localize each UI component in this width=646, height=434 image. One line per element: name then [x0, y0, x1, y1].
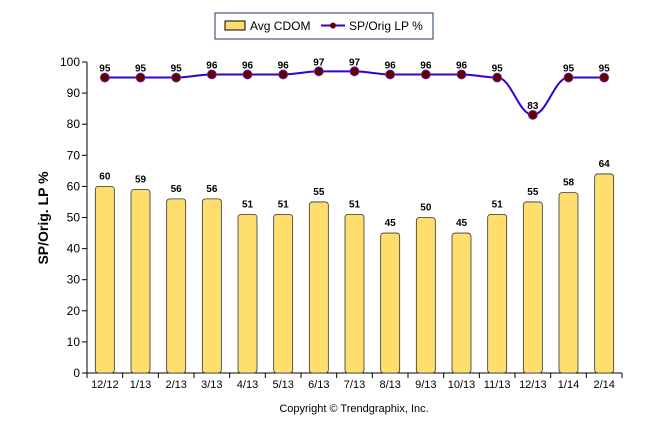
y-tick-label: 50: [67, 211, 81, 225]
bar: [201, 198, 222, 374]
bar: [558, 192, 579, 374]
bar: [344, 213, 365, 374]
bar-data-label: 55: [527, 187, 539, 198]
line-marker: [563, 72, 574, 83]
line-marker: [171, 72, 182, 83]
bar-data-label: 60: [99, 171, 111, 182]
bar-data-label: 51: [492, 199, 504, 210]
bar: [451, 232, 472, 374]
x-tick-label: 2/13: [165, 379, 186, 391]
bar: [94, 185, 115, 374]
bar-data-label: 51: [349, 199, 361, 210]
bar: [130, 189, 151, 374]
legend-marker: [330, 22, 336, 29]
x-tick-label: 12/13: [519, 379, 547, 391]
line-marker: [492, 72, 503, 83]
legend: Avg CDOM SP/Orig LP %: [214, 12, 434, 40]
legend-bar-swatch: [224, 20, 246, 31]
x-tick-label: 1/13: [130, 379, 151, 391]
x-tick-label: 10/13: [448, 379, 476, 391]
line-data-label: 96: [206, 60, 218, 71]
bar: [273, 213, 294, 374]
line-marker: [599, 72, 610, 83]
line-marker: [385, 69, 396, 80]
y-tick-label: 100: [60, 55, 80, 69]
bar: [415, 217, 436, 374]
line-data-label: 83: [527, 101, 539, 112]
line-marker: [527, 109, 538, 120]
y-tick-label: 60: [67, 179, 81, 193]
bar: [522, 201, 543, 374]
line-marker: [135, 72, 146, 83]
line-marker: [456, 69, 467, 80]
x-tick-label: 5/13: [272, 379, 293, 391]
bar-data-label: 56: [171, 184, 183, 195]
y-tick-label: 70: [67, 148, 81, 162]
y-tick-label: 20: [67, 304, 81, 318]
x-tick-label: 11/13: [484, 379, 511, 391]
bar-data-label: 59: [135, 175, 147, 186]
x-tick-label: 4/13: [237, 379, 258, 391]
line-marker: [278, 69, 289, 80]
bar-data-label: 56: [206, 184, 218, 195]
bar-data-label: 58: [563, 178, 575, 189]
line-data-label: 95: [171, 64, 183, 75]
bar: [594, 173, 615, 374]
y-tick-label: 10: [67, 335, 81, 349]
x-tick-label: 7/13: [344, 379, 365, 391]
line-data-label: 95: [563, 64, 575, 75]
y-tick-label: 0: [73, 366, 80, 380]
x-tick-label: 2/14: [593, 379, 614, 391]
bar-data-label: 45: [456, 218, 468, 229]
y-tick-label: 40: [67, 242, 81, 256]
x-tick-label: 6/13: [308, 379, 329, 391]
line-data-label: 95: [599, 64, 611, 75]
bar-data-label: 50: [420, 203, 432, 214]
bar: [308, 201, 329, 374]
x-tick-label: 12/12: [91, 379, 119, 391]
y-tick-label: 90: [67, 86, 81, 100]
bar-data-label: 51: [278, 199, 290, 210]
x-tick-label: 9/13: [415, 379, 436, 391]
bar-data-label: 64: [599, 159, 611, 170]
bar-data-label: 51: [242, 199, 254, 210]
y-tick-label: 80: [67, 117, 81, 131]
line-data-label: 96: [385, 60, 397, 71]
line-data-label: 97: [349, 57, 361, 68]
line-marker: [242, 69, 253, 80]
legend-label-splp: SP/Orig LP %: [349, 19, 423, 33]
bar-data-label: 45: [385, 218, 397, 229]
line-data-label: 96: [456, 60, 468, 71]
y-tick-label: 30: [67, 273, 81, 287]
copyright-footer: Copyright © Trendgraphix, Inc.: [279, 403, 428, 415]
bar: [380, 232, 401, 374]
bar: [487, 213, 508, 374]
line-marker: [349, 66, 360, 77]
bar: [237, 213, 258, 374]
line-data-label: 95: [492, 64, 504, 75]
x-tick-label: 8/13: [379, 379, 400, 391]
line-data-label: 95: [99, 64, 111, 75]
line-data-label: 95: [135, 64, 147, 75]
x-tick-label: 1/14: [558, 379, 579, 391]
line-data-label: 96: [242, 60, 254, 71]
line-marker: [420, 69, 431, 80]
line-data-label: 97: [313, 57, 325, 68]
line-marker: [99, 72, 110, 83]
line-marker: [206, 69, 217, 80]
legend-label-cdom: Avg CDOM: [250, 19, 310, 33]
x-tick-label: 3/13: [201, 379, 222, 391]
bar-data-label: 55: [313, 187, 325, 198]
line-data-label: 96: [278, 60, 290, 71]
line-data-label: 96: [420, 60, 432, 71]
line-marker: [313, 66, 324, 77]
y-axis-label: SP/Orig. LP %: [35, 171, 51, 265]
bar: [166, 198, 187, 374]
